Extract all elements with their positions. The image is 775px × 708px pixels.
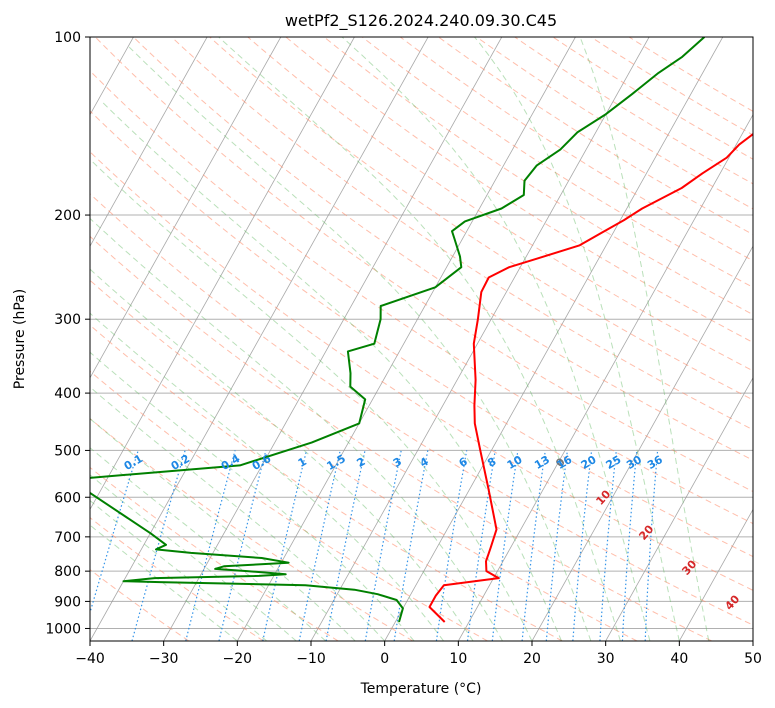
isotherm-line xyxy=(605,377,753,641)
dry-adiabat-line xyxy=(90,324,563,641)
moist-adiabat-line xyxy=(128,46,592,641)
moist-adiabat-line xyxy=(90,474,297,641)
y-axis: 100 200 300 400 500 600 700 800 900 1000 xyxy=(45,30,90,637)
moist-adiabat-line xyxy=(90,499,268,641)
background-lines xyxy=(0,37,753,641)
chart-title: wetPf2_S126.2024.240.09.30.C45 xyxy=(285,11,557,31)
plot-frame xyxy=(89,36,754,642)
mixing-ratio-line xyxy=(393,450,429,641)
moist-adiabat-line xyxy=(90,217,503,641)
isotherm-line xyxy=(752,640,753,641)
moist-adiabat-line xyxy=(474,37,680,641)
isotherm-line xyxy=(384,37,724,641)
isotherm-line xyxy=(310,37,650,641)
series-lines xyxy=(90,37,753,623)
x-axis-title: Temperature (°C) xyxy=(360,681,482,697)
y-tick-label: 500 xyxy=(54,443,81,459)
mixing-ratio-line xyxy=(262,450,308,641)
y-tick-label: 100 xyxy=(54,30,81,46)
y-tick-label: 300 xyxy=(54,312,81,328)
x-tick-label: 20 xyxy=(523,651,541,667)
x-tick-label: −40 xyxy=(75,651,105,667)
mixing-ratio-line xyxy=(131,450,186,641)
y-tick-label: 900 xyxy=(54,594,81,610)
mixing-ratio-line xyxy=(90,450,139,615)
x-tick-label: −10 xyxy=(296,651,326,667)
plot-area xyxy=(90,37,753,641)
isotherm-line xyxy=(90,37,355,511)
x-tick-label: −20 xyxy=(223,651,253,667)
temperature-profile-line xyxy=(428,132,753,623)
mixing-ratio-line xyxy=(325,450,366,641)
moist-adiabat-line xyxy=(579,37,710,641)
dry-adiabat-line xyxy=(323,37,753,316)
y-tick-label: 200 xyxy=(54,208,81,224)
dry-adiabat-line xyxy=(90,279,638,641)
dry-adiabat-line xyxy=(247,37,753,372)
dry-adiabat-line xyxy=(90,151,753,591)
isotherm-line xyxy=(90,37,208,248)
y-tick-label: 800 xyxy=(54,564,81,580)
y-tick-label: 400 xyxy=(54,386,81,402)
moist-adiabat-line xyxy=(90,386,386,641)
mixing-ratio-line xyxy=(491,450,519,641)
dry-adiabat-line xyxy=(90,466,339,641)
x-tick-label: 10 xyxy=(449,651,467,667)
x-axis: −40 −30 −20 −10 0 10 20 30 40 50 xyxy=(75,641,762,667)
dry-adiabat-line xyxy=(90,193,753,626)
mixing-ratio-line xyxy=(298,450,341,641)
x-tick-label: 40 xyxy=(670,651,688,667)
y-axis-title: Pressure (hPa) xyxy=(12,289,28,389)
mixing-ratio-line xyxy=(185,450,236,641)
mixing-ratio-line xyxy=(218,450,267,641)
dry-adiabat-line xyxy=(90,517,264,641)
x-tick-label: 30 xyxy=(597,651,615,667)
dry-adiabat-line xyxy=(171,37,753,431)
dry-adiabat-label: -10 xyxy=(38,422,61,446)
dry-adiabat-line xyxy=(90,235,712,641)
isotherm-line xyxy=(163,37,503,641)
dry-adiabat-line xyxy=(90,70,753,525)
moist-adiabat-line xyxy=(341,37,651,641)
x-tick-label: 0 xyxy=(380,651,389,667)
y-tick-label: 1000 xyxy=(45,621,81,637)
dry-adiabat-line xyxy=(209,37,753,401)
moist-adiabat-line xyxy=(90,351,415,641)
y-tick-label: 600 xyxy=(54,490,81,506)
isotherm-line xyxy=(90,37,282,379)
x-tick-label: 50 xyxy=(744,651,762,667)
moist-adiabat-line xyxy=(90,312,444,641)
x-tick-label: −30 xyxy=(149,651,179,667)
mixing-ratio-line xyxy=(364,450,402,641)
isotherm-line xyxy=(236,37,576,641)
mixing-ratio-line xyxy=(435,450,468,641)
dry-adiabat-line xyxy=(90,110,753,558)
dry-adiabat-line xyxy=(285,37,753,343)
isotherm-line xyxy=(678,508,753,641)
isotherm-line xyxy=(531,245,753,641)
moist-adiabat-line xyxy=(102,102,562,641)
isotherm-line xyxy=(0,37,60,641)
isotherm-line xyxy=(457,113,753,641)
mixing-ratio-line xyxy=(466,450,496,641)
dewpoint-profile-line xyxy=(90,37,706,623)
isotherm-line xyxy=(90,37,429,641)
y-tick-label: 700 xyxy=(54,530,81,546)
moist-adiabat-line xyxy=(218,37,621,641)
dry-adiabat-line xyxy=(90,370,488,641)
